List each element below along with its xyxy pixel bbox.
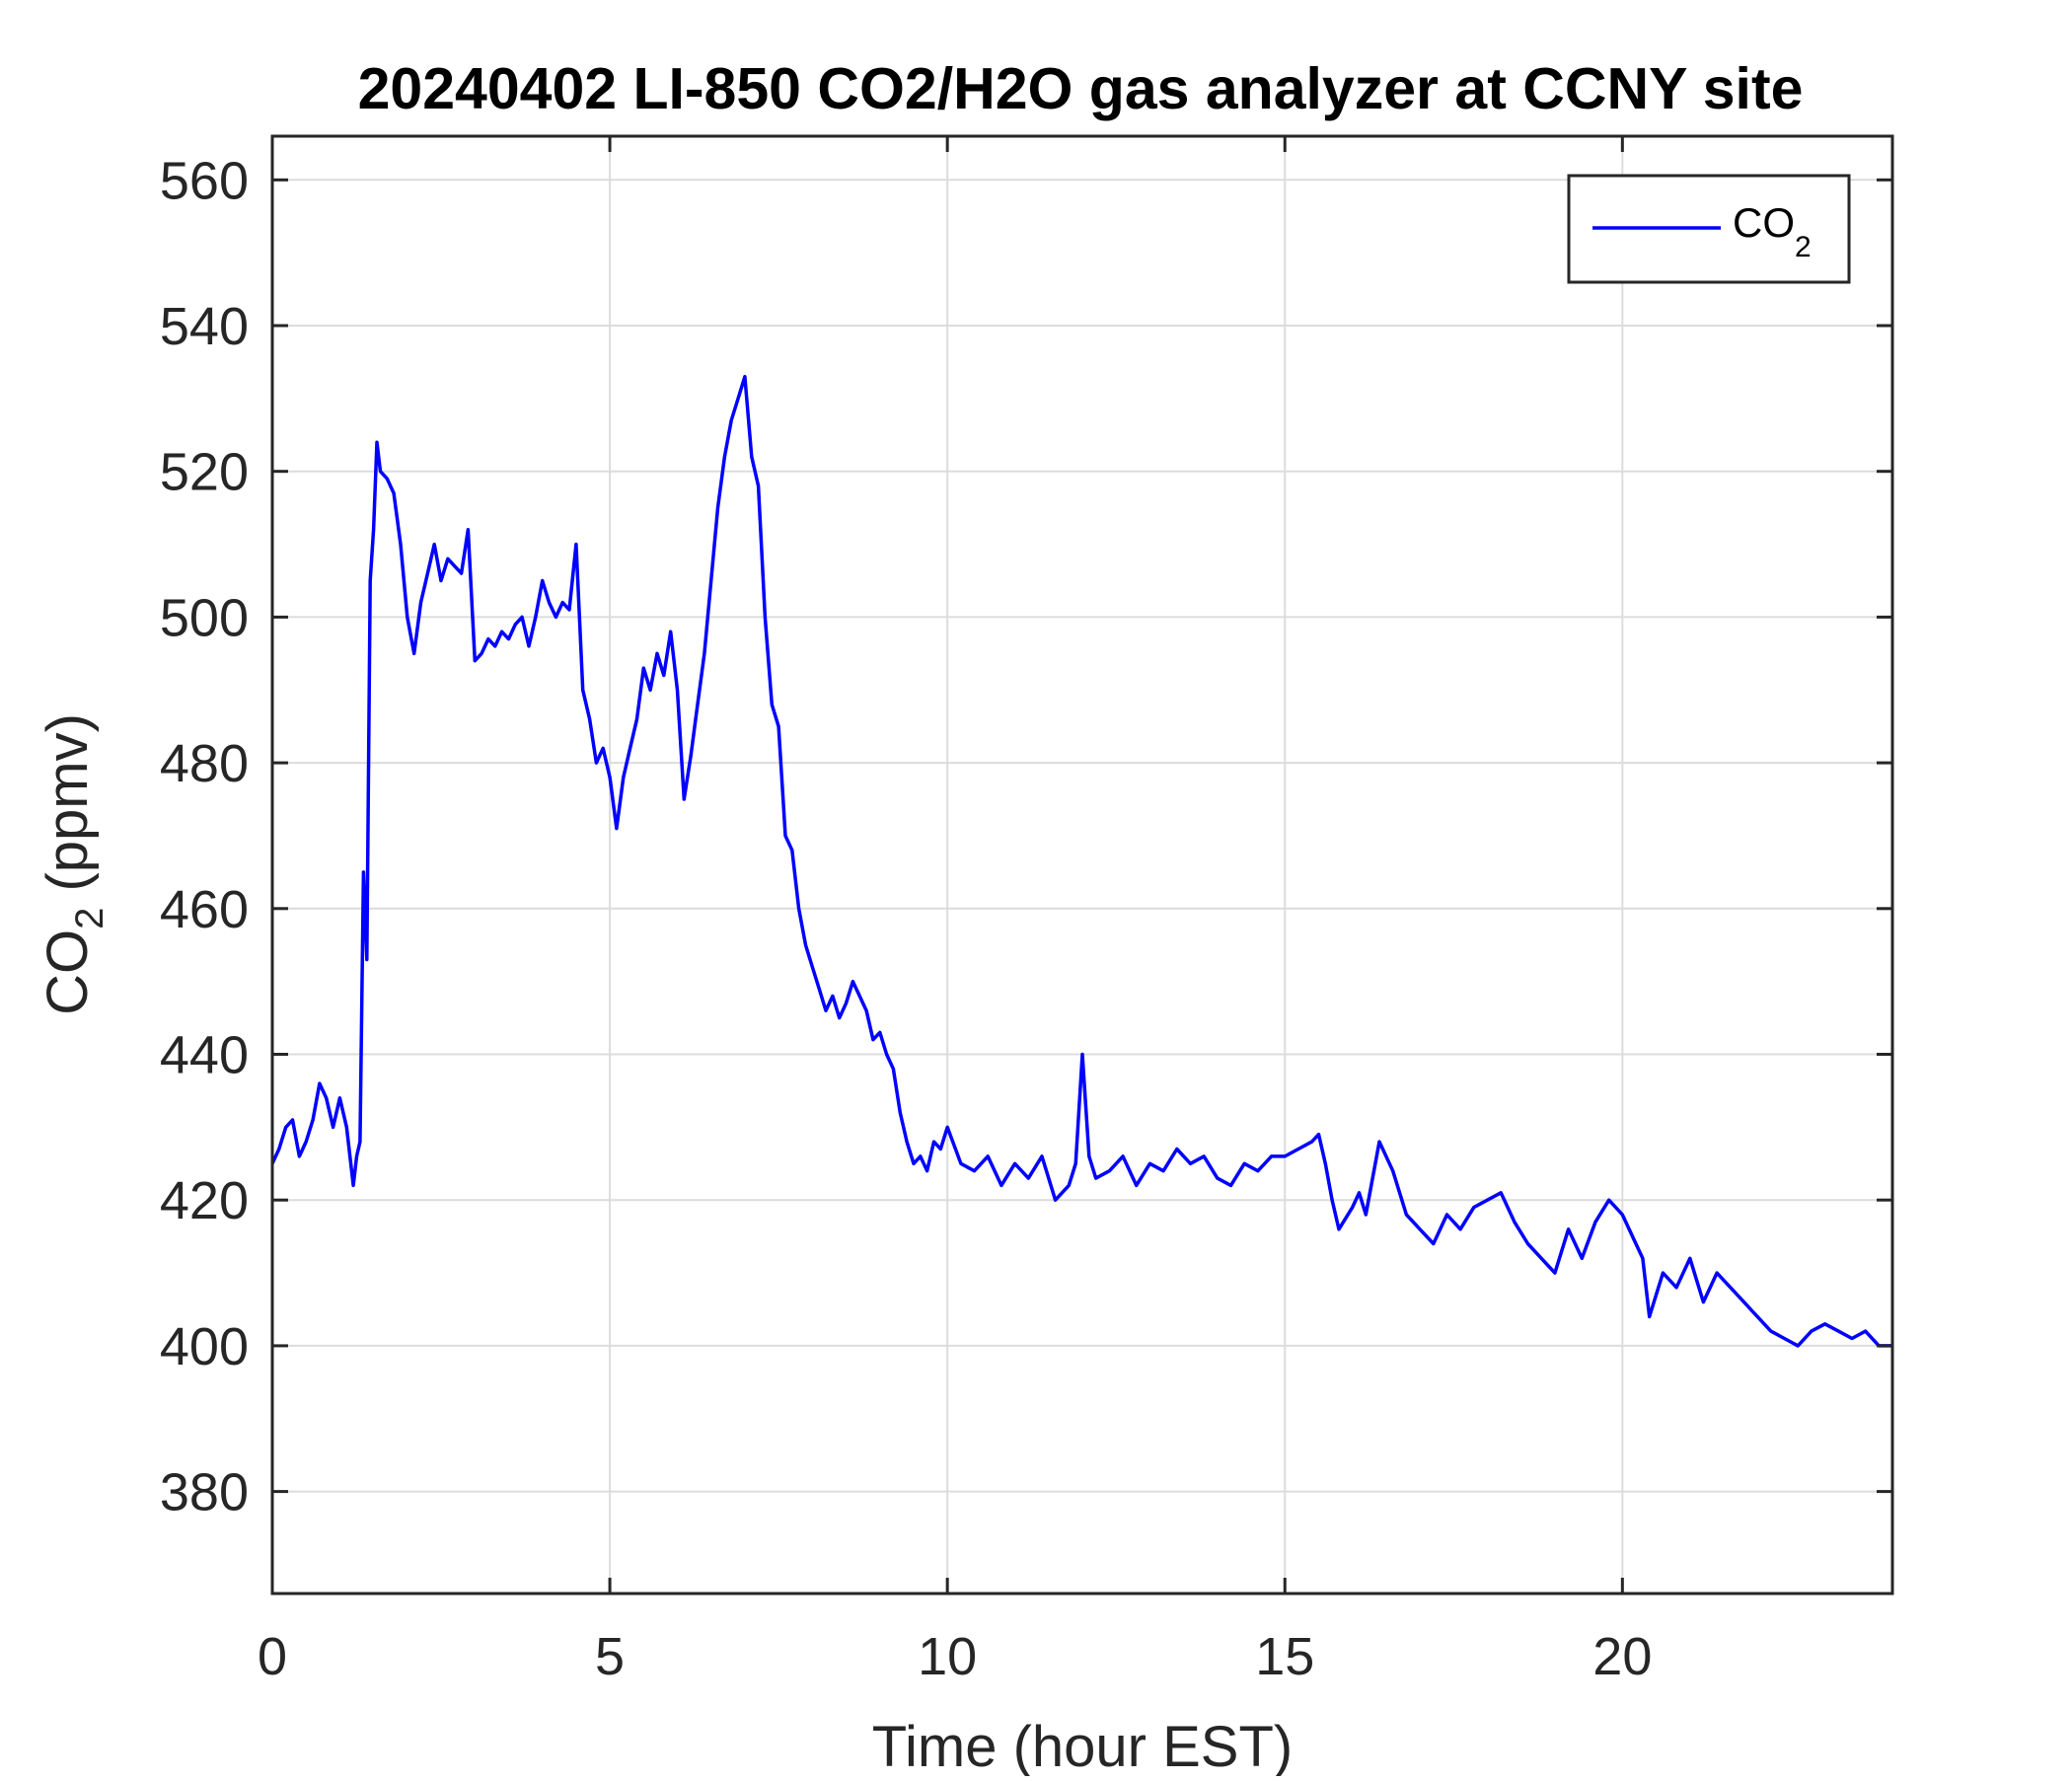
y-tick-label: 460: [160, 880, 249, 939]
chart-title: 20240402 LI-850 CO2/H2O gas analyzer at …: [358, 56, 1804, 121]
y-tick-label: 520: [160, 443, 249, 502]
x-tick-label: 20: [1592, 1627, 1652, 1686]
y-tick-label: 400: [160, 1317, 249, 1376]
x-axis-label: Time (hour EST): [872, 1715, 1293, 1776]
y-tick-label: 380: [160, 1463, 249, 1522]
series-layer: [270, 374, 1892, 1348]
y-axis-label-unit: (ppmv): [36, 713, 100, 908]
y-tick-label: 480: [160, 734, 249, 793]
x-tick-labels: 0 5 10 15 20: [258, 1627, 1652, 1686]
legend-label-main: CO: [1733, 199, 1795, 246]
x-tick-label: 10: [918, 1627, 977, 1686]
y-axis-label-main: CO: [36, 929, 100, 1015]
x-tick-label: 0: [258, 1627, 287, 1686]
y-tick-label: 440: [160, 1026, 249, 1085]
y-axis-label-subscript: 2: [68, 908, 111, 929]
co2-series-line: [270, 374, 1892, 1348]
y-tick-label: 500: [160, 588, 249, 647]
legend-label-subscript: 2: [1795, 231, 1812, 263]
x-tick-label: 5: [595, 1627, 625, 1686]
y-axis-label: CO2 (ppmv): [36, 713, 111, 1015]
grid-lines: [272, 136, 1892, 1594]
x-tick-label: 15: [1255, 1627, 1314, 1686]
y-tick-labels: 380 400 420 440 460 480 500 520 540 560: [160, 151, 249, 1521]
axes-box: [270, 134, 1894, 1595]
legend: CO2: [1567, 174, 1851, 284]
y-tick-label: 420: [160, 1171, 249, 1230]
y-tick-label: 560: [160, 151, 249, 210]
y-tick-label: 540: [160, 297, 249, 356]
tick-marks: [270, 136, 1892, 1594]
legend-label: CO2: [1733, 199, 1812, 263]
